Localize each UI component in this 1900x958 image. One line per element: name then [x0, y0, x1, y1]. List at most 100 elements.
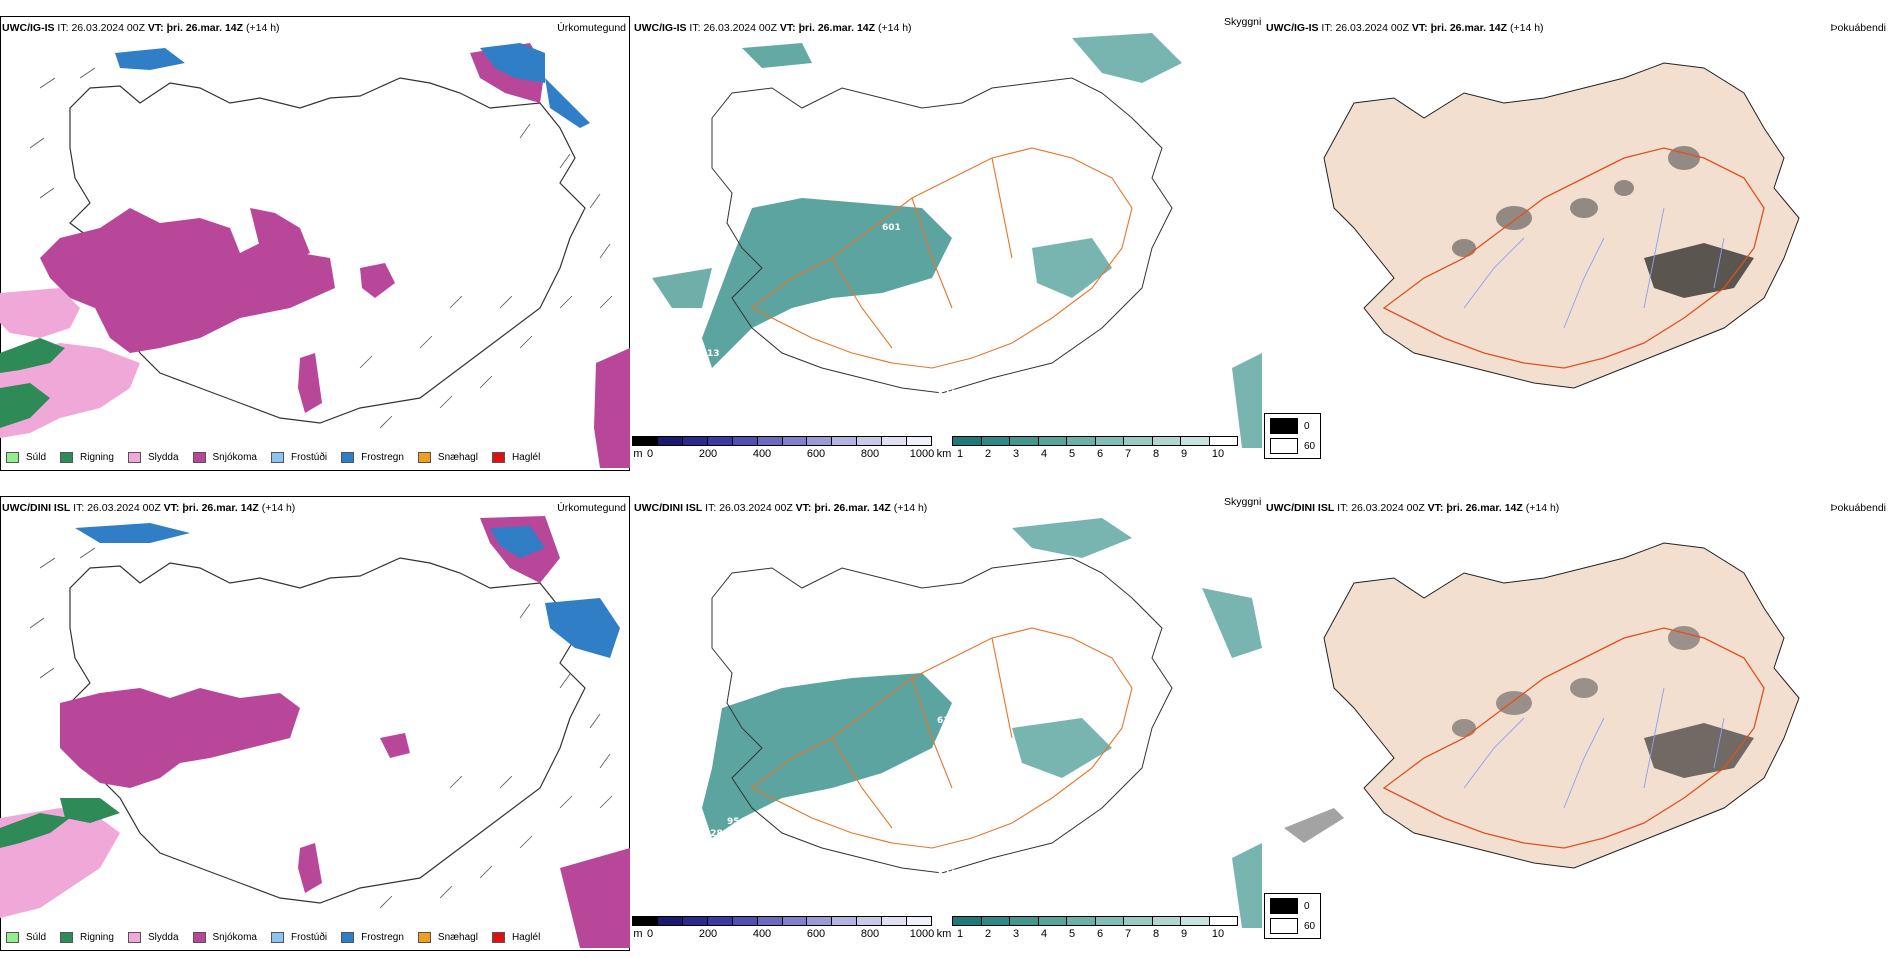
- low-visibility-area: [1032, 238, 1112, 298]
- vt-label: VT:: [1427, 502, 1444, 514]
- scale-tick: 5: [1068, 448, 1076, 460]
- scale-tick: 2: [984, 448, 992, 460]
- fog-patch: [1284, 808, 1344, 843]
- legend-label: 0: [1304, 420, 1310, 432]
- legend-swatch: [192, 932, 206, 943]
- fog-map: [1284, 542, 1800, 869]
- colorbar-segment: [953, 917, 982, 925]
- colorbar-segment: [1067, 917, 1096, 925]
- elevation-scale-labels: m 0 200 400 600 800 1000: [632, 928, 934, 942]
- legend-label: Snjókoma: [212, 452, 257, 463]
- visibility-label: 324: [937, 389, 956, 399]
- colorbar-segment: [1067, 437, 1096, 445]
- legend-swatch: [270, 452, 284, 463]
- fog-legend-row: 0: [1270, 418, 1315, 434]
- precip-legend: Súld Rigning Slydda Snjókoma Frostúði Fr…: [6, 932, 554, 943]
- colorbar-segment: [1181, 437, 1210, 445]
- visibility-labels: 601 97 13 18 324: [707, 191, 975, 399]
- colorbar-segment: [1038, 917, 1067, 925]
- snow-area: [298, 843, 322, 893]
- panel-title: Úrkomutegund: [557, 22, 626, 34]
- legend-swatch: [60, 932, 74, 943]
- scale-tick: 6: [1096, 448, 1104, 460]
- scale-tick: 400: [752, 448, 772, 460]
- colorbar-segment: [732, 437, 758, 445]
- frz-rain-area: [480, 43, 545, 83]
- legend-item: Slydda: [127, 932, 179, 943]
- frz-rain-area: [545, 598, 620, 658]
- legend-swatch: [417, 452, 431, 463]
- legend-swatch: [127, 932, 141, 943]
- precip-map: [0, 43, 630, 468]
- colorbar-segment: [732, 917, 758, 925]
- legend-swatch: [341, 452, 355, 463]
- legend-item: Slydda: [127, 452, 179, 463]
- lead-time: (+14 h): [877, 22, 912, 34]
- river-network: [1463, 687, 1725, 809]
- scale-tick: 4: [1040, 448, 1048, 460]
- visibility-label: 97: [962, 191, 975, 201]
- scale-tick: 0: [646, 448, 654, 460]
- colorbar-segment: [657, 917, 683, 925]
- legend-item: Haglél: [491, 932, 540, 943]
- model-name: UWC/DINI ISL: [1266, 502, 1335, 514]
- legend-label: Slydda: [147, 452, 179, 463]
- visibility-label: 954: [727, 817, 746, 827]
- land-area: [1323, 62, 1800, 389]
- legend-swatch: [6, 932, 19, 943]
- precip-map: [0, 516, 630, 948]
- scale-tick: 1: [956, 928, 964, 940]
- road-network: [750, 147, 1133, 369]
- scale-tick: 9: [1180, 928, 1188, 940]
- low-visibility-area: [702, 198, 952, 368]
- frz-rain-area: [545, 78, 590, 128]
- it-value: 26.03.2024 00Z: [703, 22, 777, 34]
- scale-tick: 3: [1012, 928, 1020, 940]
- legend-item: Snjókoma: [192, 932, 257, 943]
- colorbar-segment: [807, 917, 833, 925]
- visibility-scale-labels: km 1 2 3 4 5 6 7 8 9 10: [937, 448, 1238, 462]
- colorbar-segment: [707, 437, 733, 445]
- it-label: IT:: [1321, 22, 1333, 34]
- legend-swatch: [192, 452, 206, 463]
- vt-label: VT:: [795, 502, 812, 514]
- legend-swatch: [1270, 418, 1298, 434]
- it-value: 26.03.2024 00Z: [1335, 22, 1409, 34]
- elevation-colorbar: [632, 436, 932, 446]
- legend-label: Súld: [26, 932, 47, 943]
- it-label: IT:: [1337, 502, 1349, 514]
- legend-label: Frostregn: [361, 932, 404, 943]
- snow-area: [60, 688, 300, 788]
- panel-header: UWC/IG-IS IT: 26.03.2024 00Z VT: þri. 26…: [2, 22, 280, 34]
- legend-swatch: [1270, 438, 1298, 454]
- legend-item: Frostregn: [341, 452, 404, 463]
- sleet-area: [0, 343, 140, 438]
- low-visibility-area: [1012, 718, 1112, 778]
- colorbar-segment: [782, 437, 808, 445]
- fog-panel-row1: UWC/IG-IS IT: 26.03.2024 00Z VT: þri. 26…: [1264, 8, 1894, 478]
- fog-legend-row: 0: [1270, 898, 1315, 914]
- colorbar-segment: [1209, 917, 1237, 925]
- legend-item: Súld: [6, 452, 46, 463]
- lead-time: (+14 h): [893, 502, 928, 514]
- vt-value: þri. 26.mar. 14Z: [182, 502, 259, 514]
- it-value: 26.03.2024 00Z: [1351, 502, 1425, 514]
- low-visibility-area: [742, 43, 812, 68]
- scale-unit: m: [633, 448, 643, 460]
- scale-tick: 600: [806, 448, 826, 460]
- scale-tick: 200: [698, 448, 718, 460]
- iceland-outline: [711, 557, 1173, 874]
- legend-item: Rigning: [60, 452, 114, 463]
- sleet-area: [0, 288, 80, 338]
- scale-unit: m: [633, 928, 643, 940]
- colorbar-segment: [782, 917, 808, 925]
- low-visibility-area: [652, 268, 712, 308]
- legend-item: Rigning: [60, 932, 114, 943]
- colorbar-segment: [757, 917, 783, 925]
- low-visibility-area: [1012, 518, 1132, 558]
- colorbar-segment: [981, 917, 1010, 925]
- colorbar-segment: [882, 437, 908, 445]
- colorbar-segment: [1095, 437, 1124, 445]
- colorbar-segment: [832, 437, 858, 445]
- visibility-scale-labels: km 1 2 3 4 5 6 7 8 9 10: [937, 928, 1238, 942]
